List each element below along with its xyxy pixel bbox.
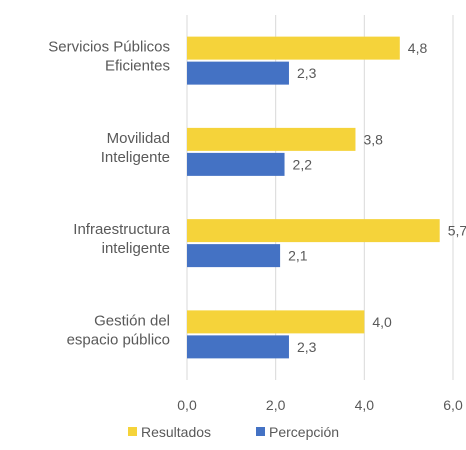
category-label: Eficientes [105, 58, 170, 75]
bar-resultados [187, 36, 400, 60]
bar-percepción [187, 152, 285, 176]
category-label: Infraestructura [73, 221, 170, 238]
data-label: 2,2 [293, 156, 313, 172]
data-label: 2,3 [297, 65, 317, 81]
category-label: espacio público [67, 331, 170, 348]
legend-swatch-resultados [128, 427, 137, 436]
x-tick-label: 2,0 [266, 397, 286, 413]
data-label: 3,8 [363, 131, 383, 147]
data-label: 4,0 [372, 314, 392, 330]
bar-resultados [187, 219, 440, 243]
bar-resultados [187, 310, 365, 334]
legend-label: Percepción [269, 424, 339, 440]
legend-label: Resultados [141, 424, 211, 440]
category-label: Servicios Públicos [48, 39, 170, 56]
category-label: Gestión del [94, 312, 170, 329]
labels: 0,0 2,0 4,0 6,0 Servicios Públicos Eficientes… [48, 39, 466, 413]
x-tick-label: 4,0 [355, 397, 375, 413]
bars [187, 36, 440, 359]
bar-resultados [187, 127, 356, 151]
legend: Resultados Percepción [128, 424, 339, 440]
bar-percepción [187, 335, 289, 359]
bar-percepción [187, 61, 289, 85]
data-label: 5,7 [448, 223, 466, 239]
x-tick-label: 0,0 [177, 397, 197, 413]
data-label: 2,3 [297, 339, 317, 355]
bar-percepción [187, 244, 281, 268]
category-label: inteligente [102, 240, 170, 257]
legend-swatch-percepción [256, 427, 265, 436]
category-label: Movilidad [107, 130, 170, 147]
category-label: Inteligente [101, 149, 170, 166]
data-label: 4,8 [408, 40, 428, 56]
x-tick-label: 6,0 [443, 397, 463, 413]
data-label: 2,1 [288, 248, 308, 264]
